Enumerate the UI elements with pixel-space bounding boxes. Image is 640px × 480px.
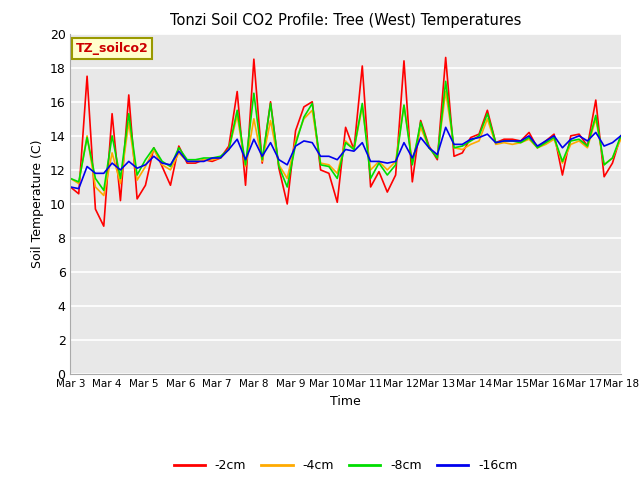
Text: TZ_soilco2: TZ_soilco2 (76, 42, 148, 55)
Legend: -2cm, -4cm, -8cm, -16cm: -2cm, -4cm, -8cm, -16cm (168, 454, 523, 477)
X-axis label: Time: Time (330, 395, 361, 408)
Title: Tonzi Soil CO2 Profile: Tree (West) Temperatures: Tonzi Soil CO2 Profile: Tree (West) Temp… (170, 13, 522, 28)
Y-axis label: Soil Temperature (C): Soil Temperature (C) (31, 140, 44, 268)
